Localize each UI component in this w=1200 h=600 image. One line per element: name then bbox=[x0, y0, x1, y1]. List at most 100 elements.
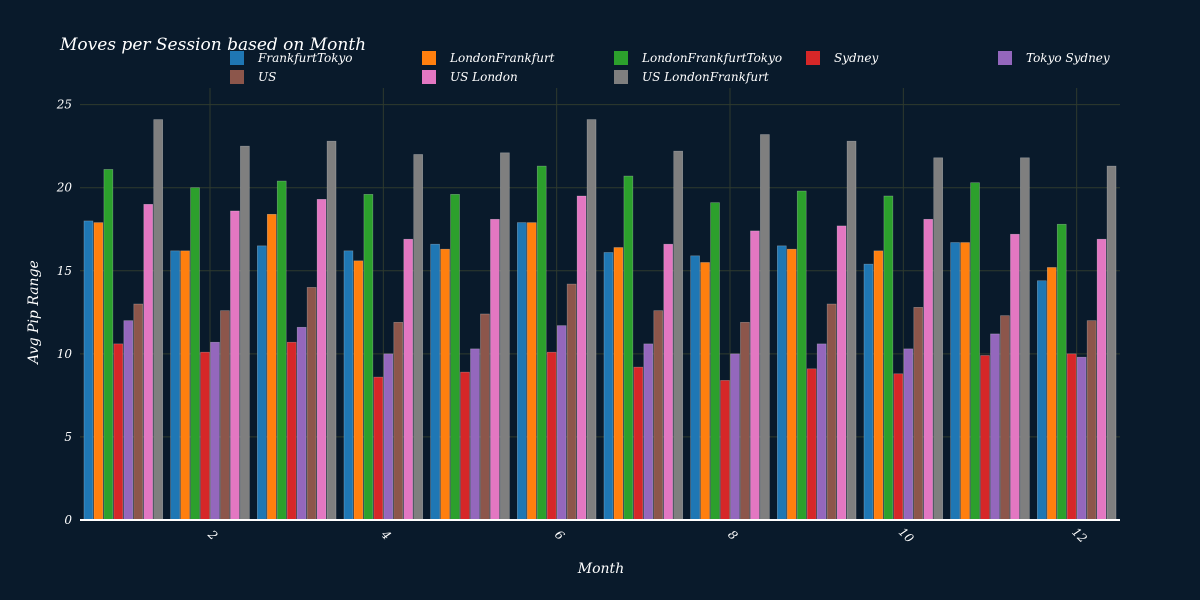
x-tick-label: 4 bbox=[378, 527, 394, 543]
bar bbox=[103, 169, 114, 521]
bar bbox=[180, 250, 190, 521]
bar bbox=[796, 190, 807, 521]
legend-label: US LondonFrankfurt bbox=[642, 70, 769, 84]
bar bbox=[276, 180, 287, 521]
bar bbox=[393, 321, 404, 521]
bar bbox=[200, 351, 210, 521]
y-tick-label: 15 bbox=[57, 264, 72, 278]
bar bbox=[480, 313, 490, 521]
legend-item[interactable]: Sydney bbox=[806, 51, 879, 65]
chart-title: Moves per Session based on Month bbox=[59, 35, 366, 55]
bar bbox=[170, 250, 180, 521]
legend-item[interactable]: Tokyo Sydney bbox=[998, 51, 1110, 65]
bar bbox=[316, 199, 327, 521]
bar bbox=[883, 195, 894, 521]
bar bbox=[536, 165, 547, 521]
bar bbox=[613, 247, 624, 521]
bar bbox=[826, 303, 837, 521]
bar bbox=[776, 245, 787, 521]
bar bbox=[326, 140, 337, 521]
legend[interactable]: FrankfurtTokyo LondonFrankfurt LondonFrank… bbox=[230, 51, 1110, 84]
legend-swatch bbox=[230, 51, 244, 65]
bars bbox=[83, 119, 1117, 521]
legend-swatch bbox=[806, 51, 820, 65]
bar bbox=[190, 187, 200, 521]
bar bbox=[673, 150, 684, 521]
bar bbox=[93, 222, 104, 521]
bar bbox=[1066, 353, 1077, 521]
legend-label: FrankfurtTokyo bbox=[257, 51, 353, 65]
legend-item[interactable]: US London bbox=[422, 70, 518, 84]
bar bbox=[816, 343, 827, 521]
legend-swatch bbox=[422, 51, 436, 65]
legend-label: Tokyo Sydney bbox=[1026, 51, 1110, 65]
bar bbox=[266, 213, 277, 521]
bar bbox=[730, 353, 740, 521]
bar bbox=[586, 119, 597, 521]
legend-label: LondonFrankfurt bbox=[449, 51, 555, 65]
y-tick-label: 25 bbox=[56, 98, 72, 112]
bar bbox=[623, 175, 634, 521]
bar bbox=[720, 380, 730, 521]
legend-swatch bbox=[614, 51, 628, 65]
bar bbox=[240, 145, 250, 521]
bar bbox=[603, 252, 614, 521]
bar bbox=[786, 248, 797, 521]
bar bbox=[653, 310, 664, 521]
y-tick-label: 20 bbox=[56, 181, 73, 195]
legend-label: US London bbox=[450, 70, 518, 84]
legend-item[interactable]: LondonFrankfurtTokyo bbox=[614, 51, 782, 65]
bar bbox=[970, 182, 980, 521]
bar bbox=[123, 320, 134, 521]
bar bbox=[980, 355, 990, 521]
legend-label: US bbox=[258, 70, 276, 84]
bar bbox=[353, 260, 364, 521]
bar bbox=[1056, 223, 1067, 521]
bar bbox=[950, 242, 960, 521]
legend-item[interactable]: FrankfurtTokyo bbox=[230, 51, 353, 65]
bar bbox=[516, 222, 527, 521]
bar bbox=[863, 263, 874, 521]
bar bbox=[113, 343, 124, 521]
bar bbox=[1096, 238, 1107, 521]
bar bbox=[1076, 356, 1087, 521]
bar bbox=[220, 310, 230, 521]
bar bbox=[873, 250, 884, 521]
x-axis-title: Month bbox=[577, 561, 624, 577]
legend-swatch bbox=[998, 51, 1012, 65]
bar bbox=[306, 287, 317, 521]
bar bbox=[903, 348, 914, 521]
bar bbox=[1046, 267, 1057, 521]
bar bbox=[566, 283, 577, 521]
bar bbox=[1000, 315, 1010, 521]
bar bbox=[846, 140, 857, 521]
bar bbox=[690, 255, 700, 521]
legend-item[interactable]: LondonFrankfurt bbox=[422, 51, 555, 65]
bar bbox=[343, 250, 354, 521]
bar bbox=[990, 333, 1000, 521]
bar bbox=[490, 218, 500, 521]
bar bbox=[893, 373, 904, 521]
bar bbox=[633, 366, 644, 521]
bar bbox=[933, 157, 944, 521]
bar bbox=[1020, 157, 1030, 521]
bar bbox=[430, 243, 440, 521]
bar bbox=[470, 348, 480, 521]
bar bbox=[286, 341, 297, 521]
bar bbox=[760, 134, 770, 521]
x-tick-label: 6 bbox=[552, 528, 568, 544]
bar bbox=[923, 218, 934, 521]
y-tick-label: 10 bbox=[57, 347, 73, 361]
bar bbox=[806, 368, 817, 521]
bar bbox=[913, 307, 924, 521]
bar bbox=[403, 238, 414, 521]
bar bbox=[450, 194, 460, 521]
bar bbox=[750, 230, 760, 521]
legend-item[interactable]: US bbox=[230, 70, 276, 84]
bar bbox=[1010, 233, 1020, 521]
legend-item[interactable]: US LondonFrankfurt bbox=[614, 70, 769, 84]
bar bbox=[1106, 165, 1117, 521]
legend-swatch bbox=[422, 70, 436, 84]
